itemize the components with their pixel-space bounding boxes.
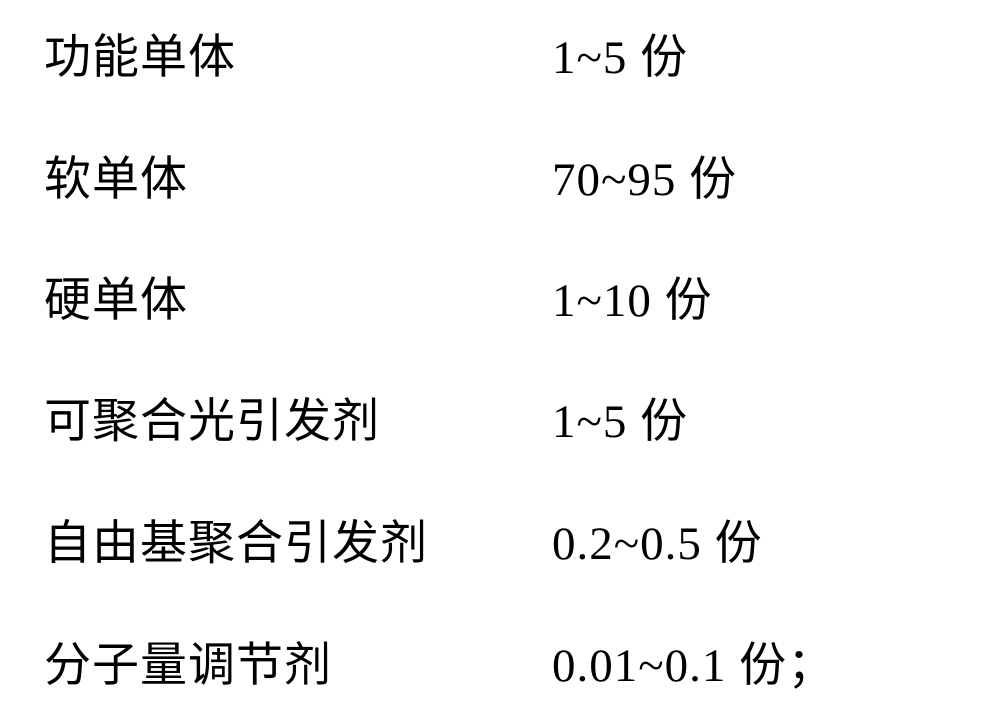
component-label: 自由基聚合引发剂 [44, 504, 428, 573]
component-label: 软单体 [44, 140, 188, 209]
component-value: 1~5 份 [552, 382, 688, 451]
component-value: 0.01~0.1 份； [552, 626, 835, 695]
component-value-text: 0.01~0.1 份 [552, 640, 787, 692]
component-value: 0.2~0.5 份 [552, 504, 763, 573]
component-label: 可聚合光引发剂 [44, 382, 380, 451]
component-label: 分子量调节剂 [44, 626, 332, 695]
component-value: 1~5 份 [552, 18, 688, 87]
trailing-semicolon: ； [787, 640, 835, 692]
component-value: 1~10 份 [552, 261, 713, 330]
component-value: 70~95 份 [552, 140, 737, 209]
component-label: 硬单体 [44, 261, 188, 330]
component-label: 功能单体 [44, 18, 236, 87]
composition-list: 功能单体 1~5 份 软单体 70~95 份 硬单体 1~10 份 可聚合光引发… [0, 0, 1008, 726]
